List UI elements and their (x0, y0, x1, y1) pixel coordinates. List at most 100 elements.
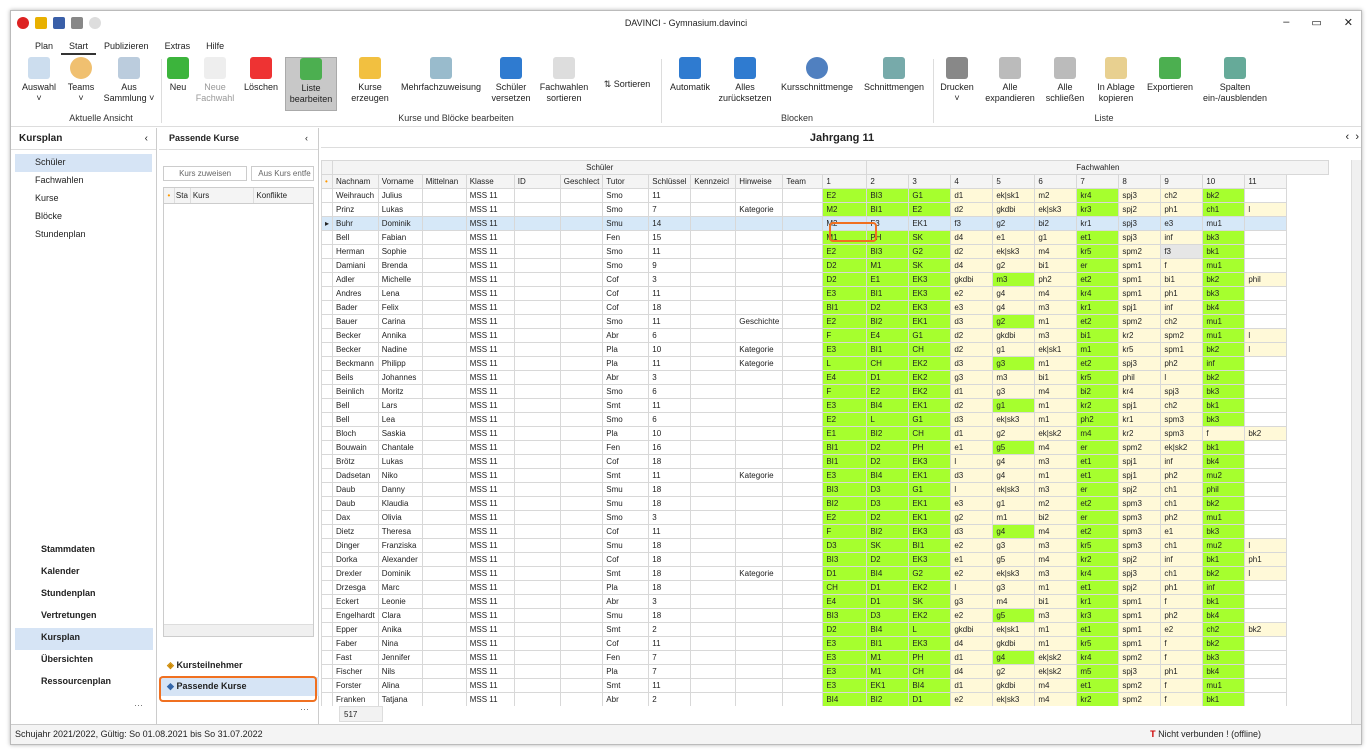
fachwahl-cell[interactable]: SK (908, 594, 952, 609)
fachwahl-cell[interactable]: m3 (1034, 538, 1078, 553)
fachwahl-cell[interactable]: D1 (866, 580, 910, 595)
fachwahl-cell[interactable] (1244, 230, 1288, 245)
col-kurs[interactable]: Kurs (189, 188, 254, 203)
fachwahl-cell[interactable]: M1 (866, 664, 910, 679)
mid-hscrollbar[interactable] (164, 624, 313, 636)
fachwahl-cell[interactable] (1244, 244, 1288, 259)
table-cell[interactable] (421, 426, 467, 441)
table-cell[interactable] (421, 202, 467, 217)
table-cell[interactable] (421, 440, 467, 455)
table-cell[interactable]: 11 (648, 244, 692, 259)
kurs-entfernen-button[interactable]: Aus Kurs entfe (251, 166, 314, 181)
table-cell[interactable]: 18 (648, 454, 692, 469)
table-cell[interactable]: Felix (377, 300, 423, 315)
kurse-erzeugen-button[interactable]: Kurse erzeugen (347, 57, 393, 104)
table-cell[interactable]: Kategorie (735, 468, 784, 483)
table-cell[interactable] (559, 454, 604, 469)
table-cell[interactable]: Daub (332, 482, 379, 497)
fachwahl-cell[interactable]: ph2 (1034, 272, 1078, 287)
fachwahl-cell[interactable]: EK2 (908, 608, 952, 623)
fachwahl-cell[interactable]: gkdbi (992, 636, 1036, 651)
table-cell[interactable] (690, 384, 737, 399)
table-cell[interactable]: Forster (332, 678, 379, 693)
fachwahl-cell[interactable]: spm1 (1160, 342, 1204, 357)
table-cell[interactable]: Fischer (332, 664, 379, 679)
fachwahl-cell[interactable]: D2 (866, 300, 910, 315)
fachwahl-cell[interactable]: ch1 (1160, 496, 1204, 511)
maximize-button[interactable]: ▭ (1311, 17, 1322, 29)
table-cell[interactable] (513, 664, 561, 679)
table-cell[interactable]: MSS 11 (465, 412, 515, 427)
table-cell[interactable] (559, 678, 604, 693)
table-cell[interactable] (735, 398, 784, 413)
table-row[interactable]: Weihrauch Julius MSS 11 Smo 11 E2 BI3 G1 d1 ek|sk… (321, 188, 1329, 203)
table-cell[interactable]: 2 (648, 622, 692, 637)
fachwahl-cell[interactable]: bi1 (1034, 258, 1078, 273)
table-cell[interactable] (421, 678, 467, 693)
table-cell[interactable]: Alexander (377, 552, 423, 567)
fachwahl-cell[interactable]: spm1 (1118, 286, 1162, 301)
col-header[interactable]: Team (782, 174, 824, 189)
table-cell[interactable] (559, 412, 604, 427)
table-cell[interactable]: Niko (377, 468, 423, 483)
table-cell[interactable] (559, 286, 604, 301)
table-cell[interactable]: Dominik (377, 216, 423, 231)
fachwahl-cell[interactable]: l (950, 580, 994, 595)
table-cell[interactable]: MSS 11 (465, 594, 515, 609)
fachwahl-cell[interactable]: bk3 (1202, 412, 1246, 427)
table-cell[interactable]: Fabian (377, 230, 423, 245)
table-row[interactable]: Dorka Alexander MSS 11 Cof 18 BI3 D2 EK3 e1 g5 m4 k… (321, 552, 1329, 567)
auswahl-button[interactable]: Auswahl ˅ (15, 57, 63, 104)
table-cell[interactable] (421, 608, 467, 623)
fachwahl-cell[interactable]: E3 (822, 664, 868, 679)
table-cell[interactable]: Engelhardt (332, 608, 379, 623)
fachwahl-cell[interactable]: E2 (866, 384, 910, 399)
col-header[interactable]: 6 (1034, 174, 1078, 189)
fachwahl-cell[interactable]: gkdbi (950, 622, 994, 637)
table-cell[interactable]: Smo (602, 314, 650, 329)
table-cell[interactable]: 18 (648, 608, 692, 623)
fachwahl-cell[interactable]: e2 (950, 692, 994, 706)
table-cell[interactable] (735, 300, 784, 315)
fachwahl-cell[interactable] (1244, 636, 1288, 651)
fachwahl-cell[interactable]: G1 (908, 412, 952, 427)
table-cell[interactable] (782, 552, 824, 567)
table-cell[interactable] (735, 664, 784, 679)
table-cell[interactable] (559, 566, 604, 581)
fachwahl-cell[interactable]: f (1160, 636, 1204, 651)
fachwahl-cell[interactable]: spj2 (1118, 552, 1162, 567)
table-cell[interactable]: Pla (602, 356, 650, 371)
fachwahl-cell[interactable]: bk2 (1202, 566, 1246, 581)
table-cell[interactable]: Epper (332, 622, 379, 637)
fachwahl-cell[interactable]: g2 (992, 314, 1036, 329)
fachwahl-cell[interactable]: BI1 (866, 286, 910, 301)
table-row[interactable]: Dinger Franziska MSS 11 Smu 18 D3 SK BI1 e2 g3 m3 k… (321, 538, 1329, 553)
table-cell[interactable] (735, 286, 784, 301)
fachwahl-cell[interactable]: er (1076, 482, 1120, 497)
fachwahl-cell[interactable]: l (1244, 202, 1288, 217)
fachwahl-cell[interactable]: D2 (866, 510, 910, 525)
table-cell[interactable]: Becker (332, 328, 379, 343)
table-row[interactable]: Drexler Dominik MSS 11 Smt 18 Kategorie D1 BI4 G… (321, 566, 1329, 581)
fachwahl-cell[interactable]: ph1 (1160, 664, 1204, 679)
fachwahl-cell[interactable]: EK2 (908, 580, 952, 595)
table-cell[interactable]: Theresa (377, 524, 423, 539)
fachwahl-cell[interactable]: E4 (866, 328, 910, 343)
table-cell[interactable] (782, 356, 824, 371)
table-cell[interactable] (735, 454, 784, 469)
fachwahl-cell[interactable]: M2 (822, 202, 868, 217)
fachwahl-cell[interactable]: e3 (950, 496, 994, 511)
fachwahl-cell[interactable]: e3 (1160, 216, 1204, 231)
fachwahl-cell[interactable]: inf (1160, 230, 1204, 245)
col-header[interactable]: 8 (1118, 174, 1162, 189)
fachwahl-cell[interactable] (1244, 258, 1288, 273)
exportieren-button[interactable]: Exportieren (1145, 57, 1195, 93)
fachwahl-cell[interactable]: spm3 (1118, 538, 1162, 553)
table-row[interactable]: Beckmann Philipp MSS 11 Pla 11 Kategorie L CH EK… (321, 356, 1329, 371)
table-cell[interactable]: 11 (648, 286, 692, 301)
table-cell[interactable]: Dominik (377, 566, 423, 581)
table-cell[interactable] (782, 510, 824, 525)
fachwahl-cell[interactable]: D3 (822, 538, 868, 553)
fachwahl-cell[interactable]: g2 (992, 258, 1036, 273)
fachwahl-cell[interactable]: E3 (822, 678, 868, 693)
